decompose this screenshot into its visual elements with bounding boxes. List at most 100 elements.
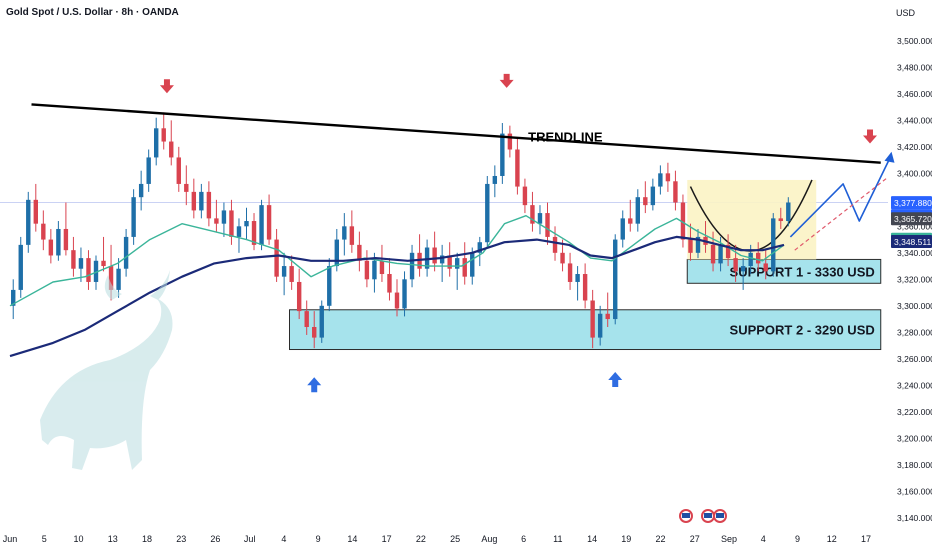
support-label-2: SUPPORT 2 - 3290 USD — [730, 323, 875, 338]
candle — [447, 242, 452, 277]
y-tick-label: 3,400.000 — [897, 168, 932, 178]
y-tick-label: 3,320.000 — [897, 274, 932, 284]
candle — [229, 199, 234, 245]
x-tick-label: 14 — [347, 534, 357, 544]
flag-icon — [701, 509, 715, 523]
candle-body — [530, 205, 535, 224]
candle-body — [289, 266, 294, 282]
y-tick-label: 3,420.000 — [897, 142, 932, 152]
x-tick-label: 22 — [416, 534, 426, 544]
candle — [650, 178, 656, 211]
candle-body — [613, 239, 618, 320]
x-tick-label: Jul — [244, 534, 256, 544]
y-tick-label: 3,440.000 — [897, 115, 932, 125]
candle — [545, 202, 550, 245]
candle-body — [108, 266, 114, 290]
candle-body — [259, 205, 264, 245]
candle — [123, 228, 129, 277]
candle — [673, 170, 678, 211]
candle — [665, 162, 671, 192]
candle-body — [154, 128, 159, 158]
trendline — [31, 103, 881, 164]
candle-body — [138, 183, 144, 198]
candle — [455, 252, 460, 290]
candle — [33, 183, 38, 232]
candle — [184, 165, 189, 206]
bull-body — [40, 295, 173, 470]
candle — [530, 191, 535, 232]
candle-body — [274, 239, 279, 277]
candle-body — [93, 260, 99, 282]
x-tick-label: 17 — [861, 534, 871, 544]
flag-icon — [679, 509, 693, 523]
candle — [334, 228, 339, 272]
candle-body — [567, 263, 573, 282]
x-tick-label: Jun — [3, 534, 18, 544]
candle-body — [409, 252, 415, 280]
candle-body — [387, 274, 392, 293]
candle — [597, 305, 603, 346]
candle-body — [123, 236, 129, 269]
candle — [740, 258, 746, 290]
price-label-bg — [891, 235, 932, 249]
candle-body — [379, 260, 385, 275]
x-tick-label: 23 — [176, 534, 186, 544]
candle-body — [718, 244, 723, 264]
candle — [244, 207, 249, 240]
candle-body — [605, 313, 610, 320]
candle — [409, 244, 415, 288]
candle — [319, 300, 324, 343]
candle-body — [515, 149, 520, 187]
candle — [515, 138, 520, 195]
candle — [327, 258, 332, 312]
candle-body — [296, 281, 302, 312]
candle-body — [327, 266, 332, 306]
candle-body — [176, 157, 181, 184]
arrow-up-icon — [307, 377, 322, 393]
candle — [394, 279, 400, 317]
x-tick-label: Sep — [721, 534, 737, 544]
candle — [342, 213, 347, 256]
candle — [725, 234, 731, 267]
candle-body — [455, 258, 460, 269]
y-tick-label: 3,220.000 — [897, 407, 932, 417]
price-label: 3,348.511 — [891, 235, 932, 249]
candle — [778, 207, 783, 229]
candle — [635, 189, 640, 232]
candle — [116, 258, 121, 298]
candle-body — [545, 213, 550, 237]
candle-body — [628, 218, 633, 224]
candle — [199, 183, 204, 219]
support-label-1: SUPPORT 1 - 3330 USD — [730, 264, 875, 279]
candle-body — [537, 213, 543, 224]
candle — [492, 165, 498, 198]
x-tick-label: 17 — [382, 534, 392, 544]
candle-body — [244, 221, 249, 227]
candle — [63, 202, 69, 256]
candle-body — [191, 191, 197, 211]
candle — [146, 149, 151, 192]
candle-body — [199, 191, 204, 211]
price-label: 3,365.720 — [891, 212, 932, 226]
candle — [786, 197, 791, 227]
candle — [266, 194, 272, 245]
x-tick-label: 14 — [587, 534, 597, 544]
candle-body — [477, 242, 482, 253]
candle — [236, 218, 242, 253]
y-tick-label: 3,160.000 — [897, 486, 932, 496]
candle — [756, 242, 761, 272]
candle — [101, 236, 106, 272]
candle-body — [236, 226, 242, 237]
candle — [86, 250, 91, 290]
candle-body — [688, 239, 693, 253]
arrow-up-icon — [608, 371, 623, 387]
x-tick-label: 6 — [521, 534, 526, 544]
y-tick-label: 3,500.000 — [897, 36, 932, 46]
price-label-bg — [891, 196, 932, 210]
candle-body — [756, 252, 761, 264]
candle-body — [319, 305, 324, 338]
flag-icon — [713, 509, 727, 523]
candle — [695, 228, 701, 259]
